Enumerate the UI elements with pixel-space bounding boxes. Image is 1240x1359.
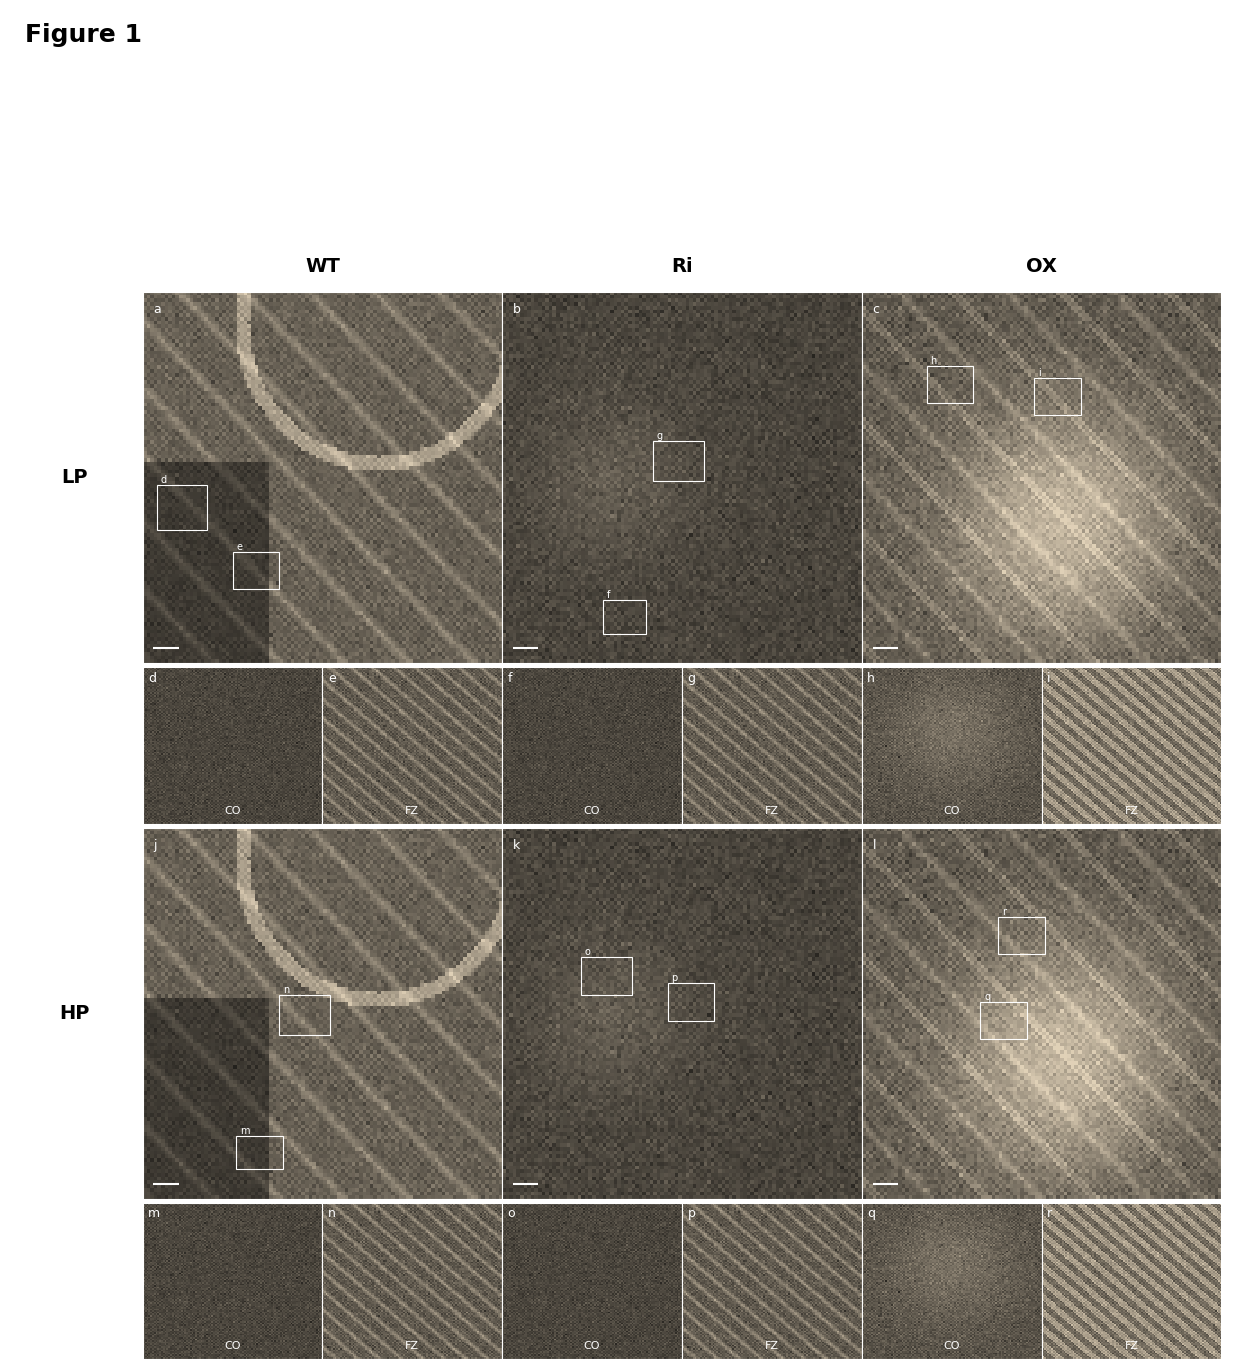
Text: CO: CO [224,1341,241,1351]
Text: i: i [1038,367,1040,378]
Text: OX: OX [1027,257,1056,276]
Text: d: d [148,671,156,685]
Text: o: o [585,947,590,958]
Bar [926,367,973,404]
Bar [279,995,330,1036]
Text: FZ: FZ [405,1341,419,1351]
Bar [157,485,207,530]
Text: CO: CO [944,1341,960,1351]
Text: c: c [873,303,879,317]
Bar [981,1002,1027,1040]
Text: q: q [985,992,991,1002]
Text: WT: WT [305,257,340,276]
Text: q: q [867,1207,875,1220]
Text: g: g [657,431,663,440]
Text: Figure 1: Figure 1 [25,23,141,48]
Text: CO: CO [224,806,241,815]
Text: i: i [1047,671,1050,685]
Text: HP: HP [60,1004,89,1022]
Text: FZ: FZ [765,806,779,815]
Text: a: a [154,303,161,317]
Text: b: b [513,303,521,317]
Bar [653,440,703,481]
Text: p: p [671,973,677,984]
Text: m: m [239,1125,249,1136]
Text: f: f [606,590,610,601]
Text: FZ: FZ [765,1341,779,1351]
Text: e: e [236,542,242,552]
Text: o: o [507,1207,515,1220]
Bar [667,984,714,1021]
Text: m: m [148,1207,160,1220]
Text: k: k [513,839,521,852]
Text: FZ: FZ [1125,1341,1138,1351]
Bar [603,601,646,633]
Text: FZ: FZ [1125,806,1138,815]
Text: j: j [154,839,157,852]
Text: d: d [160,476,166,485]
Text: r: r [1002,906,1006,917]
Text: LP: LP [61,469,88,487]
Text: h: h [867,671,875,685]
Text: n: n [283,984,289,995]
Text: e: e [327,671,336,685]
Text: h: h [930,356,936,367]
Text: Ri: Ri [671,257,693,276]
Text: CO: CO [944,806,960,815]
Text: p: p [687,1207,696,1220]
Bar [233,552,279,588]
Text: g: g [687,671,696,685]
Text: CO: CO [584,806,600,815]
Text: n: n [327,1207,336,1220]
Text: l: l [873,839,877,852]
Text: CO: CO [584,1341,600,1351]
Bar [998,917,1045,954]
Text: r: r [1047,1207,1052,1220]
Bar [1034,378,1081,414]
Bar [236,1136,283,1169]
Text: f: f [507,671,512,685]
Bar [582,958,631,995]
Text: FZ: FZ [405,806,419,815]
